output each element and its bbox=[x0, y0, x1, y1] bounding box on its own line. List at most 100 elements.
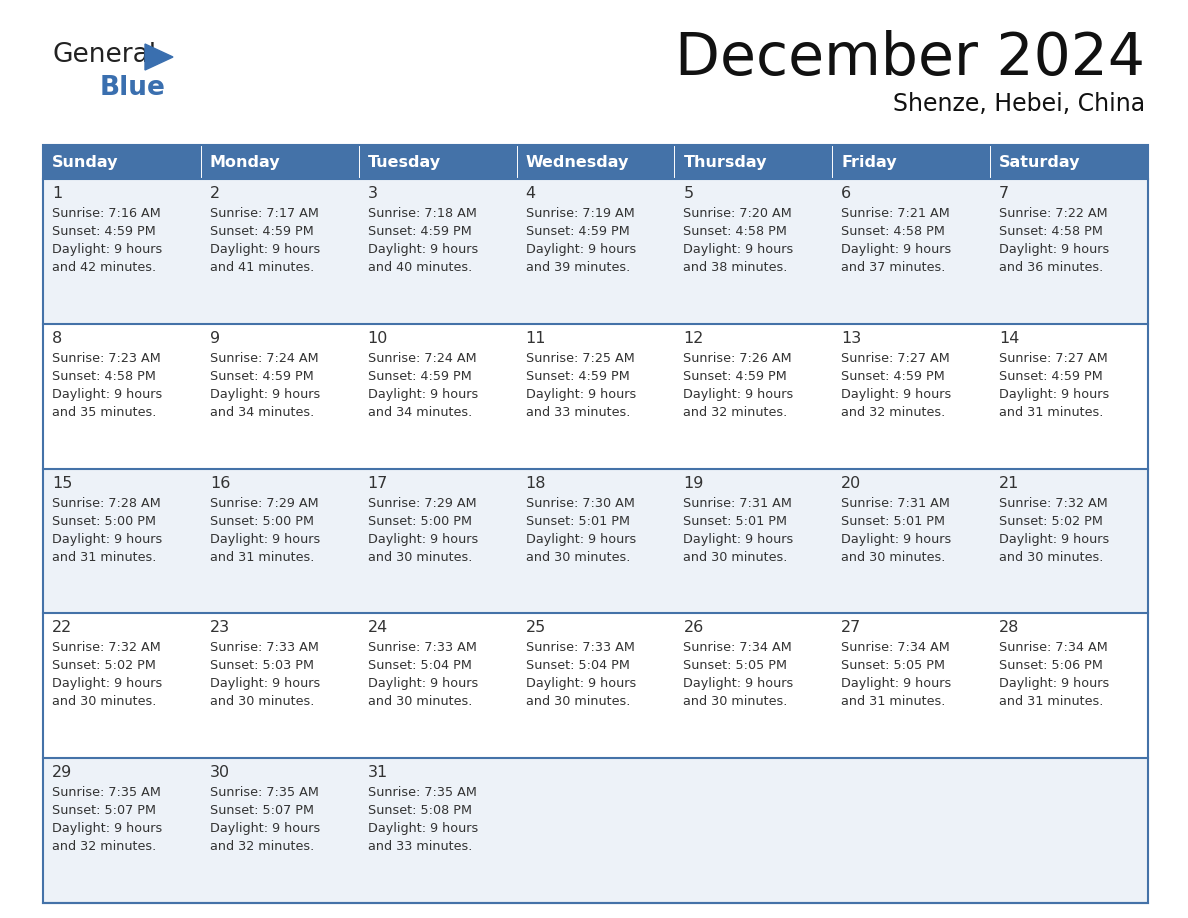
Text: Sunrise: 7:35 AM: Sunrise: 7:35 AM bbox=[368, 786, 476, 800]
Text: Daylight: 9 hours: Daylight: 9 hours bbox=[210, 387, 320, 401]
Text: Sunset: 5:00 PM: Sunset: 5:00 PM bbox=[368, 515, 472, 528]
Text: Friday: Friday bbox=[841, 154, 897, 170]
Text: 8: 8 bbox=[52, 330, 62, 346]
Text: Sunset: 4:59 PM: Sunset: 4:59 PM bbox=[525, 370, 630, 383]
Text: Daylight: 9 hours: Daylight: 9 hours bbox=[841, 532, 952, 545]
Text: Daylight: 9 hours: Daylight: 9 hours bbox=[841, 387, 952, 401]
Text: Daylight: 9 hours: Daylight: 9 hours bbox=[368, 823, 478, 835]
Text: December 2024: December 2024 bbox=[675, 30, 1145, 87]
Text: Sunset: 5:05 PM: Sunset: 5:05 PM bbox=[841, 659, 946, 672]
Text: Sunset: 4:58 PM: Sunset: 4:58 PM bbox=[841, 225, 946, 238]
Bar bbox=[43, 145, 1148, 903]
Text: Sunset: 5:04 PM: Sunset: 5:04 PM bbox=[368, 659, 472, 672]
Text: Daylight: 9 hours: Daylight: 9 hours bbox=[999, 677, 1110, 690]
Text: Daylight: 9 hours: Daylight: 9 hours bbox=[841, 243, 952, 256]
Text: Sunrise: 7:34 AM: Sunrise: 7:34 AM bbox=[683, 642, 792, 655]
Text: Sunset: 5:05 PM: Sunset: 5:05 PM bbox=[683, 659, 788, 672]
Text: Sunset: 5:06 PM: Sunset: 5:06 PM bbox=[999, 659, 1102, 672]
Text: 11: 11 bbox=[525, 330, 546, 346]
Text: Sunset: 5:02 PM: Sunset: 5:02 PM bbox=[52, 659, 156, 672]
Text: and 33 minutes.: and 33 minutes. bbox=[525, 406, 630, 419]
Text: Saturday: Saturday bbox=[999, 154, 1081, 170]
Text: Sunset: 5:08 PM: Sunset: 5:08 PM bbox=[368, 804, 472, 817]
Text: Sunrise: 7:27 AM: Sunrise: 7:27 AM bbox=[999, 352, 1108, 364]
Text: and 34 minutes.: and 34 minutes. bbox=[368, 406, 472, 419]
Text: and 40 minutes.: and 40 minutes. bbox=[368, 261, 472, 274]
Text: Sunrise: 7:35 AM: Sunrise: 7:35 AM bbox=[52, 786, 160, 800]
Text: Thursday: Thursday bbox=[683, 154, 767, 170]
Bar bbox=[201, 145, 359, 179]
Text: Sunrise: 7:17 AM: Sunrise: 7:17 AM bbox=[210, 207, 318, 220]
Bar bbox=[359, 145, 517, 179]
Text: Sunset: 4:59 PM: Sunset: 4:59 PM bbox=[368, 370, 472, 383]
Text: Daylight: 9 hours: Daylight: 9 hours bbox=[210, 243, 320, 256]
Bar bbox=[43, 179, 1148, 324]
Text: and 30 minutes.: and 30 minutes. bbox=[999, 551, 1104, 564]
Text: and 30 minutes.: and 30 minutes. bbox=[525, 551, 630, 564]
Text: and 41 minutes.: and 41 minutes. bbox=[210, 261, 314, 274]
Text: Sunrise: 7:29 AM: Sunrise: 7:29 AM bbox=[368, 497, 476, 509]
Text: Sunset: 4:59 PM: Sunset: 4:59 PM bbox=[999, 370, 1102, 383]
Text: 4: 4 bbox=[525, 186, 536, 201]
Text: Sunset: 5:02 PM: Sunset: 5:02 PM bbox=[999, 515, 1102, 528]
Text: Sunrise: 7:25 AM: Sunrise: 7:25 AM bbox=[525, 352, 634, 364]
Text: 28: 28 bbox=[999, 621, 1019, 635]
Text: Sunday: Sunday bbox=[52, 154, 119, 170]
Text: 17: 17 bbox=[368, 476, 388, 490]
Text: and 32 minutes.: and 32 minutes. bbox=[210, 840, 314, 853]
Text: 1: 1 bbox=[52, 186, 62, 201]
Text: and 30 minutes.: and 30 minutes. bbox=[210, 696, 315, 709]
Bar bbox=[675, 145, 833, 179]
Text: and 31 minutes.: and 31 minutes. bbox=[52, 551, 157, 564]
Text: and 30 minutes.: and 30 minutes. bbox=[683, 551, 788, 564]
Text: 6: 6 bbox=[841, 186, 852, 201]
Text: 10: 10 bbox=[368, 330, 388, 346]
Bar bbox=[833, 145, 990, 179]
Text: Daylight: 9 hours: Daylight: 9 hours bbox=[368, 243, 478, 256]
Text: and 32 minutes.: and 32 minutes. bbox=[683, 406, 788, 419]
Text: Sunset: 4:59 PM: Sunset: 4:59 PM bbox=[841, 370, 944, 383]
Bar bbox=[990, 145, 1148, 179]
Text: Daylight: 9 hours: Daylight: 9 hours bbox=[368, 387, 478, 401]
Text: 23: 23 bbox=[210, 621, 230, 635]
Text: Tuesday: Tuesday bbox=[368, 154, 441, 170]
Text: Sunset: 5:01 PM: Sunset: 5:01 PM bbox=[525, 515, 630, 528]
Text: 27: 27 bbox=[841, 621, 861, 635]
Text: and 30 minutes.: and 30 minutes. bbox=[368, 551, 472, 564]
Text: 29: 29 bbox=[52, 766, 72, 780]
Text: and 31 minutes.: and 31 minutes. bbox=[999, 696, 1104, 709]
Text: 15: 15 bbox=[52, 476, 72, 490]
Text: Sunset: 4:59 PM: Sunset: 4:59 PM bbox=[525, 225, 630, 238]
Text: Sunrise: 7:30 AM: Sunrise: 7:30 AM bbox=[525, 497, 634, 509]
Text: Sunrise: 7:31 AM: Sunrise: 7:31 AM bbox=[683, 497, 792, 509]
Text: and 32 minutes.: and 32 minutes. bbox=[841, 406, 946, 419]
Text: Daylight: 9 hours: Daylight: 9 hours bbox=[525, 532, 636, 545]
Bar bbox=[43, 324, 1148, 468]
Text: Daylight: 9 hours: Daylight: 9 hours bbox=[525, 387, 636, 401]
Text: Daylight: 9 hours: Daylight: 9 hours bbox=[210, 677, 320, 690]
Text: 18: 18 bbox=[525, 476, 546, 490]
Text: 30: 30 bbox=[210, 766, 230, 780]
Text: Daylight: 9 hours: Daylight: 9 hours bbox=[52, 677, 163, 690]
Text: 9: 9 bbox=[210, 330, 220, 346]
Text: Sunrise: 7:24 AM: Sunrise: 7:24 AM bbox=[210, 352, 318, 364]
Text: Daylight: 9 hours: Daylight: 9 hours bbox=[683, 243, 794, 256]
Text: 5: 5 bbox=[683, 186, 694, 201]
Text: Sunset: 4:59 PM: Sunset: 4:59 PM bbox=[210, 225, 314, 238]
Text: and 30 minutes.: and 30 minutes. bbox=[52, 696, 157, 709]
Text: Sunset: 4:58 PM: Sunset: 4:58 PM bbox=[999, 225, 1102, 238]
Text: 7: 7 bbox=[999, 186, 1010, 201]
Text: Daylight: 9 hours: Daylight: 9 hours bbox=[683, 532, 794, 545]
Bar bbox=[43, 613, 1148, 758]
Text: Sunrise: 7:19 AM: Sunrise: 7:19 AM bbox=[525, 207, 634, 220]
Text: and 31 minutes.: and 31 minutes. bbox=[210, 551, 315, 564]
Text: Daylight: 9 hours: Daylight: 9 hours bbox=[368, 677, 478, 690]
Text: Sunset: 4:59 PM: Sunset: 4:59 PM bbox=[52, 225, 156, 238]
Text: Sunset: 4:59 PM: Sunset: 4:59 PM bbox=[683, 370, 788, 383]
Text: 20: 20 bbox=[841, 476, 861, 490]
Text: Daylight: 9 hours: Daylight: 9 hours bbox=[52, 823, 163, 835]
Text: Daylight: 9 hours: Daylight: 9 hours bbox=[683, 677, 794, 690]
Text: 16: 16 bbox=[210, 476, 230, 490]
Text: 25: 25 bbox=[525, 621, 545, 635]
Text: Sunset: 5:01 PM: Sunset: 5:01 PM bbox=[841, 515, 946, 528]
